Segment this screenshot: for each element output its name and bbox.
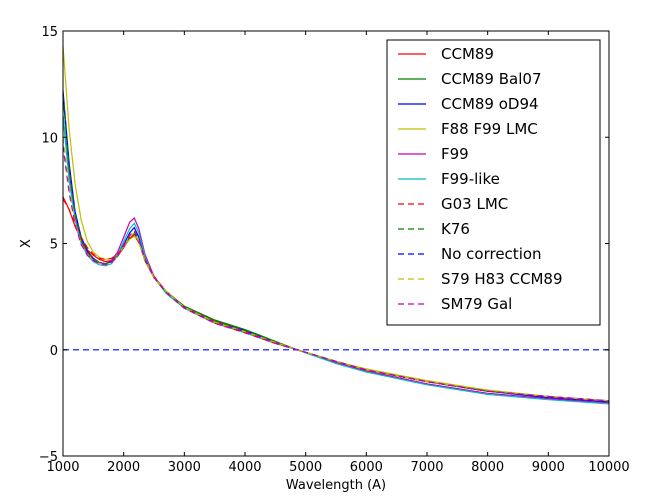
series-line-5 <box>62 115 610 404</box>
x-axis-label: Wavelength (A) <box>286 478 386 493</box>
legend-label: S79 H83 CCM89 <box>441 270 563 288</box>
axis-ticks: 1000 2000 3000 4000 5000 6000 7000 8000 9000 1000… <box>39 25 630 475</box>
x-tick-label: 10000 <box>588 460 629 475</box>
x-tick-label: 7000 <box>410 460 443 475</box>
legend-label: F99-like <box>441 170 500 188</box>
x-tick-label: 5000 <box>289 460 322 475</box>
legend-label: CCM89 Bal07 <box>441 70 541 88</box>
x-tick-label: 1000 <box>46 460 79 475</box>
legend-label: G03 LMC <box>441 195 508 213</box>
series-lines <box>62 45 610 405</box>
y-axis-label: X <box>19 239 34 248</box>
y-tick-label: 15 <box>41 25 58 40</box>
legend: CCM89 CCM89 Bal07 CCM89 oD94 F88 F99 LMC F99… <box>386 39 601 326</box>
y-tick-label: 0 <box>50 344 58 359</box>
y-tick-label: 5 <box>50 238 58 253</box>
legend-label: SM79 Gal <box>441 295 512 313</box>
series-line-11 <box>62 145 610 402</box>
series-line-6 <box>62 115 610 405</box>
legend-label: CCM89 <box>441 45 494 63</box>
y-tick-label: 10 <box>41 131 58 146</box>
y-tick-label: −5 <box>39 450 58 465</box>
legend-label: CCM89 oD94 <box>441 95 539 113</box>
x-tick-label: 6000 <box>350 460 383 475</box>
x-tick-label: 8000 <box>471 460 504 475</box>
legend-label: No correction <box>441 245 542 263</box>
x-tick-label: 4000 <box>228 460 261 475</box>
legend-label: F99 <box>441 145 469 163</box>
x-tick-label: 2000 <box>107 460 140 475</box>
legend-box <box>386 39 601 326</box>
legend-label: F88 F99 LMC <box>441 120 538 138</box>
x-tick-label: 3000 <box>168 460 201 475</box>
x-tick-label: 9000 <box>532 460 565 475</box>
legend-label: K76 <box>441 220 470 238</box>
